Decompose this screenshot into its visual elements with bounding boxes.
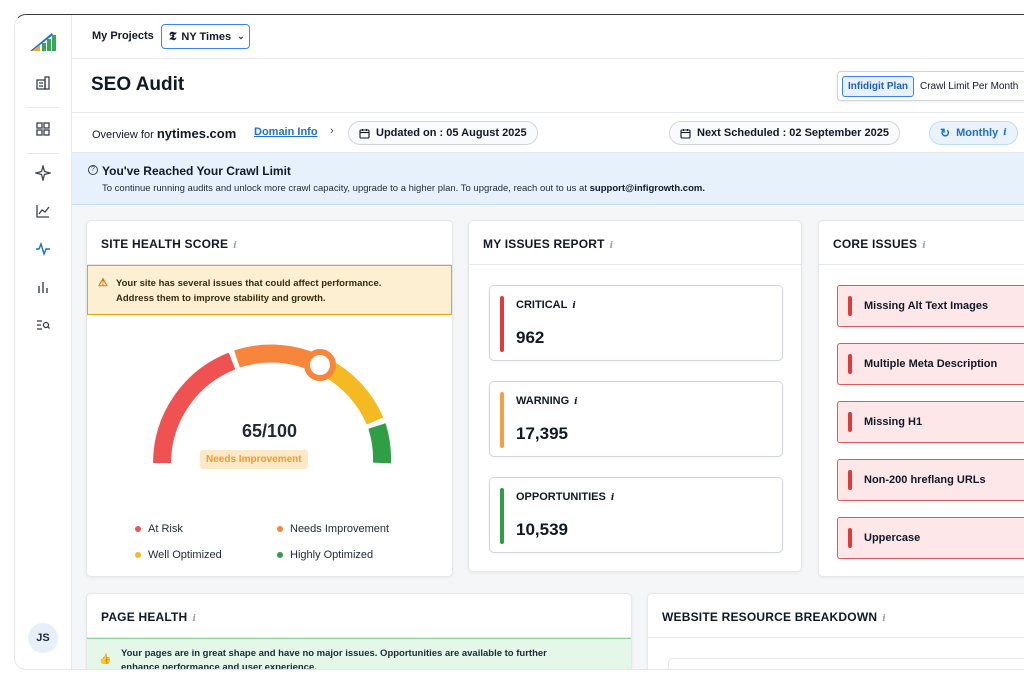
- resource-breakdown-card: WEBSITE RESOURCE BREAKDOWN i: [647, 593, 1024, 669]
- pulse-icon[interactable]: [33, 239, 53, 259]
- issue-opportunities[interactable]: OPPORTUNITIES i 10,539: [489, 477, 783, 553]
- info-icon[interactable]: i: [1003, 128, 1007, 138]
- domain-name: nytimes.com: [156, 126, 237, 141]
- dashboard-grid-icon[interactable]: [33, 119, 53, 139]
- core-issue-item[interactable]: Missing Alt Text Images: [837, 285, 1024, 327]
- issue-color-bar: [500, 392, 504, 448]
- plan-badge[interactable]: Infidigit Plan: [842, 75, 914, 97]
- site-health-warning: ⚠ Your site has several issues that coul…: [87, 265, 452, 315]
- legend-dot: [135, 552, 141, 558]
- project-select-value: NY Times: [181, 30, 232, 43]
- info-icon[interactable]: i: [233, 241, 237, 251]
- topbar: My Projects 𝕿 NY Times ⌄: [72, 15, 1024, 59]
- issue-count: 17,395: [516, 424, 568, 443]
- gauge-segment-at-risk: [153, 352, 236, 464]
- page-health-card: PAGE HEALTH i 👍 Your pages are in great s…: [86, 593, 632, 669]
- plan-info: Infidigit Plan Crawl Limit Per Month: [837, 71, 1024, 101]
- status-badge: Needs Improvement: [200, 450, 308, 469]
- sidebar: JS: [15, 15, 72, 669]
- legend-highly-optimized: Highly Optimized: [277, 549, 373, 561]
- app-frame: JS My Projects 𝕿 NY Times ⌄ SEO Audit In…: [14, 14, 1024, 670]
- core-issue-item[interactable]: Multiple Meta Description: [837, 343, 1024, 385]
- gauge-marker: [304, 349, 336, 381]
- project-select[interactable]: 𝕿 NY Times ⌄: [161, 24, 250, 49]
- main-content: My Projects 𝕿 NY Times ⌄ SEO Audit Infid…: [72, 15, 1024, 669]
- health-gauge: [153, 344, 392, 464]
- crawl-limit-banner: ? You've Reached Your Crawl Limit To con…: [72, 153, 1024, 205]
- sidebar-divider: [27, 107, 59, 108]
- issue-warning[interactable]: WARNING i 17,395: [489, 381, 783, 457]
- sidebar-divider: [27, 153, 59, 154]
- info-icon[interactable]: i: [922, 241, 926, 251]
- domain-info-link[interactable]: Domain Info: [254, 126, 318, 138]
- card-header: WEBSITE RESOURCE BREAKDOWN i: [648, 594, 1024, 638]
- next-scheduled-pill: Next Scheduled : 02 September 2025: [669, 121, 900, 145]
- core-issue-item[interactable]: Non-200 hreflang URLs: [837, 459, 1024, 501]
- avatar[interactable]: JS: [28, 623, 58, 653]
- plan-limit-text: Crawl Limit Per Month: [920, 80, 1019, 92]
- gauge-segment-well-optimized: [322, 360, 384, 425]
- support-email-link[interactable]: support@infigrowth.com.: [589, 183, 705, 194]
- frequency-select[interactable]: ↻ Monthly i: [929, 121, 1018, 145]
- legend-dot: [277, 526, 283, 532]
- info-icon[interactable]: i: [610, 493, 615, 503]
- app-logo[interactable]: [30, 31, 56, 51]
- resource-breakdown-panel: [668, 658, 1024, 669]
- title-bar: SEO Audit Infidigit Plan Crawl Limit Per…: [72, 59, 1024, 113]
- card-title: WEBSITE RESOURCE BREAKDOWN i: [662, 610, 886, 624]
- info-icon[interactable]: i: [609, 241, 614, 251]
- issue-count: 962: [516, 328, 545, 347]
- issue-count: 10,539: [516, 520, 568, 539]
- core-issue-item[interactable]: Missing H1: [837, 401, 1024, 443]
- banner-text: To continue running audits and unlock mo…: [102, 183, 705, 194]
- issue-critical[interactable]: CRITICAL i 962: [489, 285, 783, 361]
- issue-color-bar: [500, 488, 504, 544]
- site-health-card: SITE HEALTH SCORE i ⚠ Your site has sever…: [86, 220, 453, 577]
- card-header: MY ISSUES REPORT i: [469, 221, 801, 265]
- card-header: PAGE HEALTH i: [87, 594, 631, 638]
- core-issue-item[interactable]: Uppercase: [837, 517, 1024, 559]
- chevron-down-icon: ⌄: [237, 31, 245, 41]
- card-title: PAGE HEALTH i: [101, 610, 197, 624]
- warning-triangle-icon: ⚠: [98, 277, 108, 289]
- search-list-icon[interactable]: [33, 315, 53, 335]
- core-issues-card: CORE ISSUES i Missing Alt Text Images Mul…: [818, 220, 1024, 577]
- overview-label: Overview for nytimes.com: [92, 126, 237, 141]
- refresh-icon: ↻: [940, 126, 951, 140]
- thumbs-up-icon: 👍: [99, 654, 112, 665]
- nyt-logo-icon: 𝕿: [169, 29, 177, 43]
- card-title: SITE HEALTH SCORE i: [101, 237, 237, 251]
- calendar-icon: [359, 128, 370, 139]
- legend-dot: [135, 526, 141, 532]
- info-icon[interactable]: i: [192, 614, 197, 624]
- my-projects-label: My Projects: [92, 30, 154, 42]
- legend-needs-improvement: Needs Improvement: [277, 523, 389, 535]
- gauge-segment-highly-optimized: [368, 423, 392, 464]
- building-icon[interactable]: [33, 73, 53, 93]
- question-icon: ?: [88, 165, 98, 175]
- legend-well-optimized: Well Optimized: [135, 549, 222, 561]
- card-title: CORE ISSUES i: [833, 237, 926, 251]
- card-header: CORE ISSUES i: [819, 221, 1024, 265]
- card-title: MY ISSUES REPORT i: [483, 237, 614, 251]
- banner-title: You've Reached Your Crawl Limit: [102, 164, 291, 178]
- info-icon[interactable]: i: [574, 397, 578, 407]
- overview-bar: Overview for nytimes.com Domain Info › U…: [72, 113, 1024, 153]
- line-chart-icon[interactable]: [33, 201, 53, 221]
- health-score: 65/100: [241, 421, 298, 441]
- legend-dot: [277, 552, 283, 558]
- bar-chart-icon[interactable]: [33, 277, 53, 297]
- info-icon[interactable]: i: [882, 614, 886, 624]
- card-header: SITE HEALTH SCORE i: [87, 221, 452, 265]
- issues-report-card: MY ISSUES REPORT i CRITICAL i 962 WARNING i…: [468, 220, 802, 572]
- info-icon[interactable]: i: [572, 301, 576, 311]
- sparkle-icon[interactable]: [33, 163, 53, 183]
- updated-on-pill: Updated on : 05 August 2025: [348, 121, 538, 145]
- chevron-right-icon[interactable]: ›: [330, 125, 334, 137]
- page-title: SEO Audit: [91, 74, 185, 95]
- issue-color-bar: [500, 296, 504, 352]
- legend-at-risk: At Risk: [135, 523, 183, 535]
- page-health-message: 👍 Your pages are in great shape and have…: [87, 638, 631, 669]
- calendar-icon: [680, 128, 691, 139]
